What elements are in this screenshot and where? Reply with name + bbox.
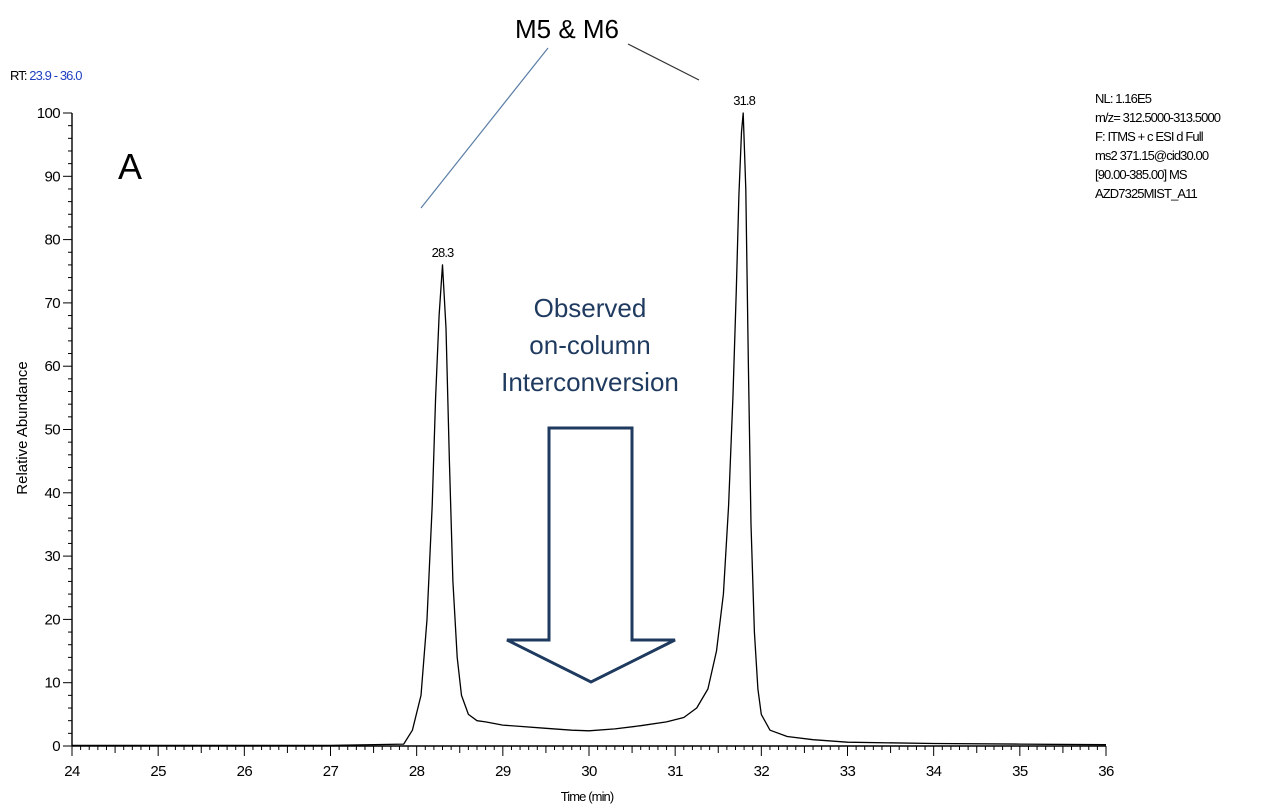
rt-range: 23.9 - 36.0 [29, 68, 82, 83]
x-tick-label: 26 [237, 763, 253, 780]
x-tick-label: 28 [409, 763, 425, 780]
series-line [72, 112, 1107, 747]
chart-title: M5 & M6 [515, 14, 619, 44]
annotation-line-3: Interconversion [501, 367, 679, 397]
info-line: m/z= 312.5000-313.5000 [1095, 110, 1221, 125]
x-axis-label: Time (min) [561, 789, 614, 804]
y-tick-label: 0 [52, 738, 60, 755]
info-line: NL: 1.16E5 [1095, 91, 1152, 106]
y-tick-label: 40 [45, 485, 61, 502]
title-leader-right [627, 43, 700, 81]
annotation-block: Observed on-column Interconversion [501, 293, 679, 684]
x-tick-label: 35 [1012, 763, 1028, 780]
plot-area [72, 112, 1107, 747]
title-leader-left [420, 47, 549, 209]
x-tick-label: 33 [840, 763, 856, 780]
panel-label: A [118, 146, 142, 187]
info-line: F: ITMS + c ESI d Full [1095, 129, 1204, 144]
x-tick-label: 32 [754, 763, 770, 780]
y-axis-label: Relative Abundance [14, 361, 31, 494]
info-line: ms2 371.15@cid30.00 [1095, 148, 1209, 163]
y-tick-label: 100 [37, 105, 60, 122]
rt-label: RT: 23.9 - 36.0 [10, 68, 82, 83]
y-tick-label: 60 [45, 358, 61, 375]
y-tick-label: 50 [45, 422, 61, 439]
y-tick-label: 70 [45, 295, 61, 312]
x-tick-label: 25 [150, 763, 166, 780]
x-tick-label: 30 [581, 763, 597, 780]
info-line: AZD7325MIST_A11 [1095, 186, 1198, 201]
x-tick-label: 31 [667, 763, 683, 780]
peak-labels: 28.3 31.8 [432, 93, 757, 260]
y-tick-label: 20 [45, 611, 61, 628]
down-arrow-icon [506, 426, 676, 684]
annotation-line-2: on-column [529, 330, 650, 360]
x-tick-label: 24 [64, 763, 80, 780]
x-tick-label: 34 [926, 763, 942, 780]
y-tick-label: 30 [45, 548, 61, 565]
x-tick-label: 29 [495, 763, 511, 780]
peak-label: 28.3 [432, 245, 454, 260]
peak-label: 31.8 [733, 93, 755, 108]
y-tick-label: 90 [45, 168, 61, 185]
y-tick-label: 80 [45, 232, 61, 249]
axes: 24 25 26 27 28 29 30 31 32 33 34 35 36 0 10 20 30 40 50 60 7… [37, 105, 1115, 780]
y-tick-label: 10 [45, 675, 61, 692]
annotation-line-1: Observed [534, 293, 647, 323]
info-line: [90.00-385.00] MS [1095, 167, 1188, 182]
scan-info-block: NL: 1.16E5 m/z= 312.5000-313.5000 F: ITMS … [1095, 91, 1222, 201]
x-tick-label: 27 [323, 763, 339, 780]
x-tick-label: 36 [1098, 763, 1114, 780]
rt-label-prefix: RT: [10, 68, 27, 83]
